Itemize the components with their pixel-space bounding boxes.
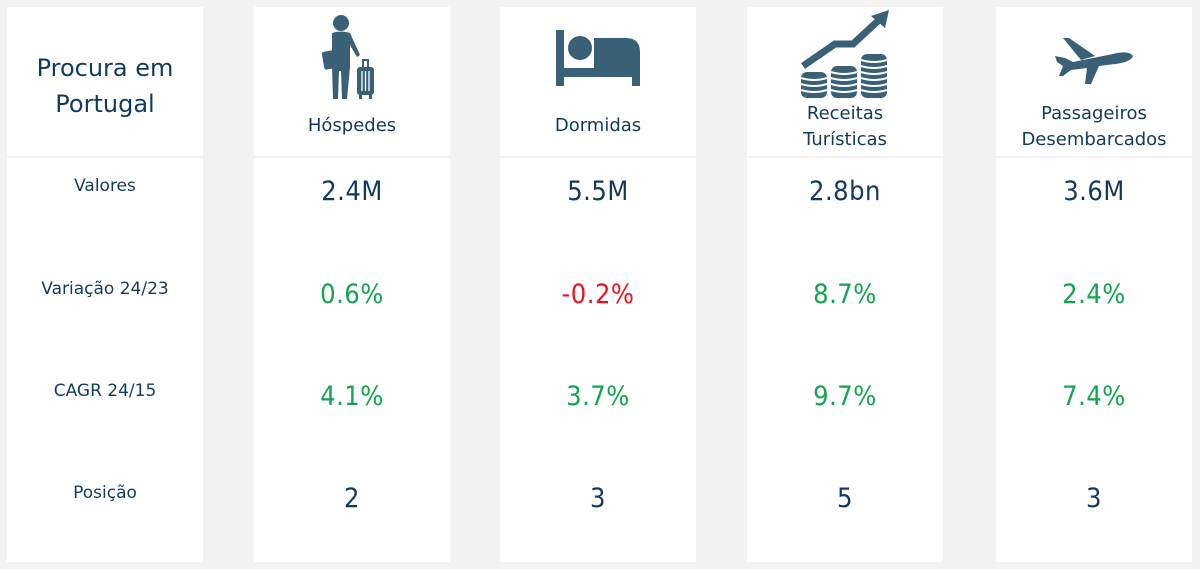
row-label-cagr: CAGR 24/15 xyxy=(53,381,157,401)
metric-value-valores: 2.4M xyxy=(321,176,383,207)
panel-body: Valores Variação 24/23 CAGR 24/15 Posiçã… xyxy=(7,158,203,562)
metric-value-valores: 3.6M xyxy=(1063,176,1125,207)
metric-column-receitas: Receitas Turísticas 2.8bn 8.7% 9.7% 5 xyxy=(747,7,943,562)
metric-value-variacao: -0.2% xyxy=(561,279,635,310)
metric-title-text: Passageiros Desembarcados xyxy=(1021,103,1167,150)
metric-value-posicao: 2 xyxy=(344,483,360,514)
metric-title: Receitas Turísticas xyxy=(747,101,943,153)
metric-title-text: Receitas Turísticas xyxy=(803,103,887,150)
metric-value-valores: 5.5M xyxy=(567,176,629,207)
row-label-valores: Valores xyxy=(74,176,136,196)
metric-body: 5.5M -0.2% 3.7% 3 xyxy=(500,158,696,562)
metric-value-cagr: 3.7% xyxy=(566,381,630,412)
metric-value-valores: 2.8bn xyxy=(809,176,881,207)
metric-value-posicao: 5 xyxy=(837,483,853,514)
row-label-variacao: Variação 24/23 xyxy=(41,279,169,299)
metric-body: 2.8bn 8.7% 9.7% 5 xyxy=(747,158,943,562)
metric-value-variacao: 0.6% xyxy=(320,279,384,310)
metric-value-cagr: 7.4% xyxy=(1062,381,1126,412)
metric-value-variacao: 2.4% xyxy=(1062,279,1126,310)
metric-value-variacao: 8.7% xyxy=(813,279,877,310)
metric-header: Hóspedes xyxy=(254,7,450,156)
bed-icon xyxy=(500,19,696,97)
metric-value-cagr: 4.1% xyxy=(320,381,384,412)
metric-column-dormidas: Dormidas 5.5M -0.2% 3.7% 3 xyxy=(500,7,696,562)
metric-title: Hóspedes xyxy=(307,115,397,136)
row-labels-panel: Procura em Portugal Valores Variação 24/… xyxy=(7,7,203,562)
metric-header: Passageiros Desembarcados xyxy=(996,7,1192,156)
row-label-posicao: Posição xyxy=(73,483,137,503)
metric-header: Dormidas xyxy=(500,7,696,156)
metric-value-cagr: 9.7% xyxy=(813,381,877,412)
metric-title: Dormidas xyxy=(554,115,642,136)
metric-column-hospedes: Hóspedes 2.4M 0.6% 4.1% 2 xyxy=(254,7,450,562)
metric-value-posicao: 3 xyxy=(1086,483,1102,514)
metric-body: 2.4M 0.6% 4.1% 2 xyxy=(254,158,450,562)
traveler-with-luggage-icon xyxy=(254,11,450,103)
metric-header: Receitas Turísticas xyxy=(747,7,943,156)
panel-title: Procura em Portugal xyxy=(36,54,174,118)
revenue-growth-coins-icon xyxy=(747,10,943,100)
airplane-icon xyxy=(996,31,1192,91)
metric-value-posicao: 3 xyxy=(590,483,606,514)
metric-column-passageiros: Passageiros Desembarcados 3.6M 2.4% 7.4%… xyxy=(996,7,1192,562)
panel-header: Procura em Portugal xyxy=(7,7,203,156)
metric-body: 3.6M 2.4% 7.4% 3 xyxy=(996,158,1192,562)
metric-title: Passageiros Desembarcados xyxy=(996,101,1192,153)
